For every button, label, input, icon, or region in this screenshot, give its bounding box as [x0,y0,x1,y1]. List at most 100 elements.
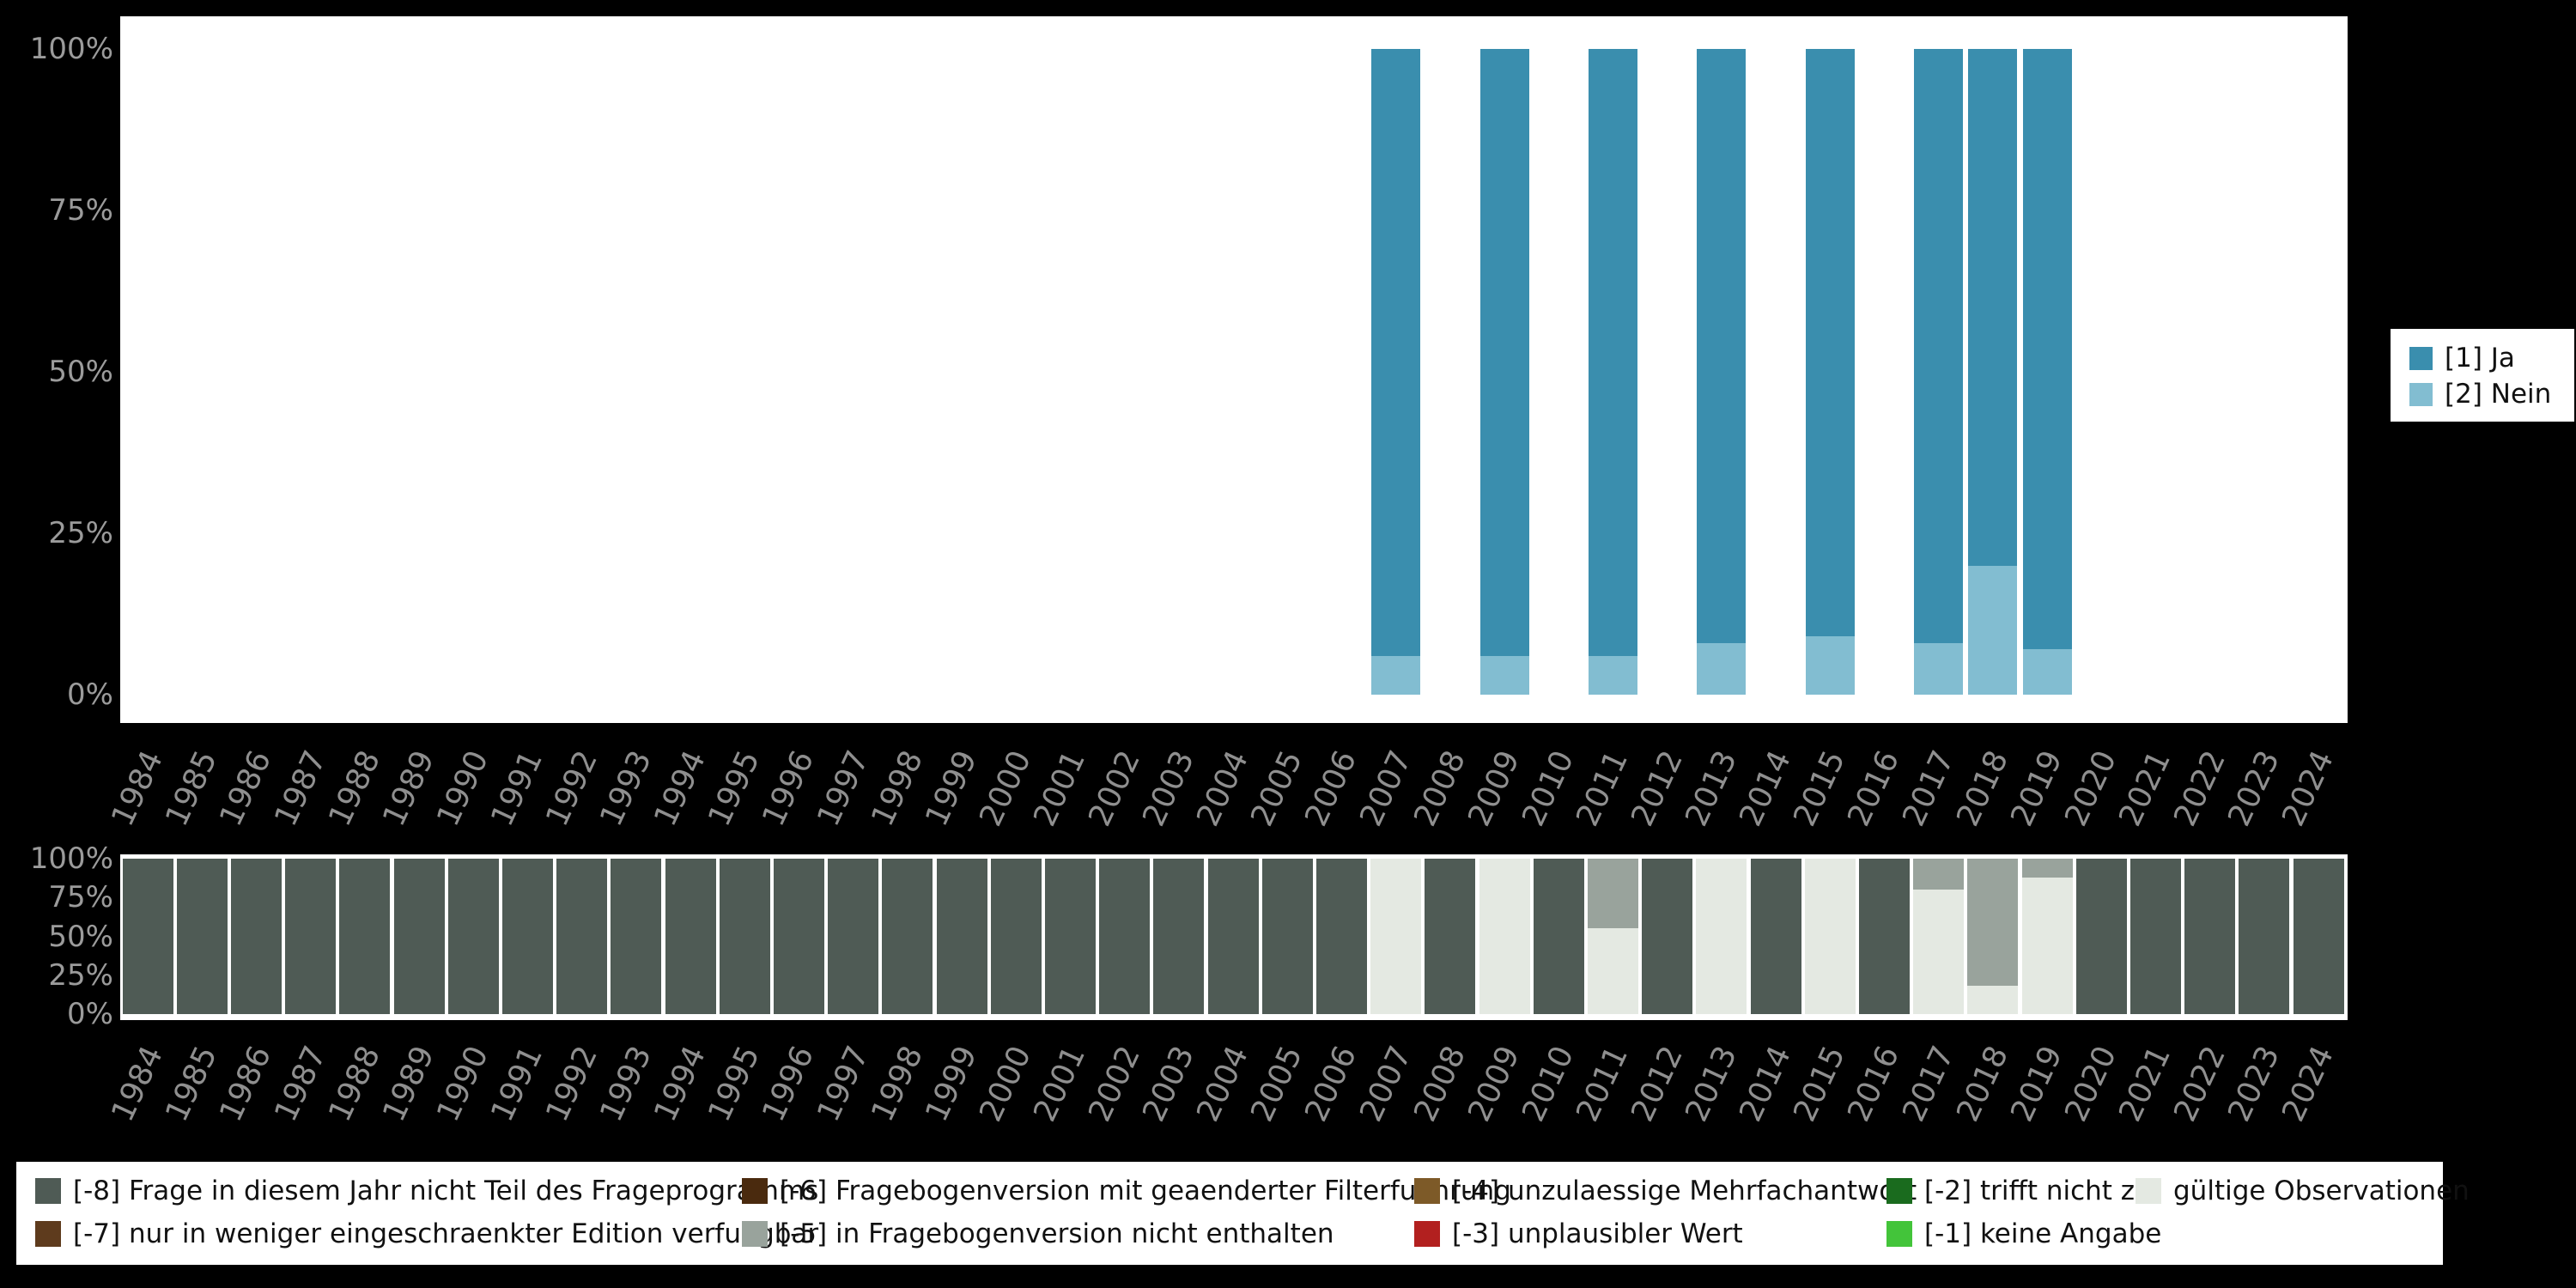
x-axis-year-label: 1991 [484,745,550,832]
bar-segment-2007-nein [1371,655,1421,695]
bar-segment-2017-m5 [1913,859,1965,890]
x-axis-year-label: 2021 [2112,745,2178,832]
x-axis-year-label: 2016 [1841,1041,1907,1127]
legend-label: gültige Observationen [2173,1176,2470,1206]
x-axis-year-label: 1987 [267,745,333,832]
x-axis-year-label: 1986 [213,745,279,832]
bar-segment-2017-nein [1914,642,1964,695]
bar-segment-1999-m8 [936,859,987,1014]
y-axis-tick-label: 100% [29,841,113,876]
bar-segment-2011-valid [1587,928,1638,1014]
legend-label: [-8] Frage in diesem Jahr nicht Teil des… [73,1176,819,1206]
x-axis-year-label: 1993 [593,1041,659,1127]
bar-segment-1993-m8 [611,859,662,1014]
bar-segment-2011-m5 [1587,859,1638,929]
bar-segment-2009-valid [1479,859,1530,1014]
x-axis-year-label: 1985 [159,745,225,832]
bar-segment-2019-nein [2022,649,2072,695]
missing-legend-item: [-5] in Fragebogenversion nicht enthalte… [742,1218,1334,1249]
bar-segment-2006-m8 [1315,859,1367,1014]
missing-legend-item: gültige Observationen [2136,1176,2470,1206]
y-axis-tick-label: 50% [48,919,113,954]
legend-swatch-icon [2409,382,2433,406]
x-axis-year-label: 1990 [430,745,496,832]
missing-legend-item: [-6] Fragebogenversion mit geaenderter F… [742,1176,1511,1206]
y-axis-tick-label: 50% [48,355,113,389]
bar-segment-2011-ja [1588,49,1637,656]
x-axis-year-label: 1996 [756,745,822,832]
bar-segment-1995-m8 [719,859,770,1014]
bar-segment-2003-m8 [1153,859,1205,1014]
bar-segment-2023-m8 [2239,859,2290,1014]
legend-label: [1] Ja [2445,343,2515,374]
x-axis-year-label: 1992 [538,745,605,832]
missing-legend-item: [-1] keine Angabe [1886,1218,2161,1249]
bar-segment-2019-ja [2022,49,2072,650]
bar-segment-1997-m8 [828,859,879,1014]
legend-swatch-icon [2409,346,2433,370]
bar-segment-2011-nein [1588,655,1637,695]
value-legend: [1] Ja [2] Nein [2391,329,2574,422]
x-axis-year-label: 2008 [1407,745,1473,832]
x-axis-year-label: 2000 [973,745,1039,832]
x-axis-year-label: 1993 [593,745,659,832]
bar-segment-2005-m8 [1261,859,1313,1014]
legend-label: [2] Nein [2445,379,2552,410]
legend-label: [-6] Fragebogenversion mit geaenderter F… [780,1176,1511,1206]
x-axis-year-label: 1989 [376,1041,442,1127]
x-axis-year-label: 2012 [1624,745,1690,832]
x-axis-year-label: 2017 [1895,745,1961,832]
x-axis-year-label: 1990 [430,1041,496,1127]
bar-segment-2020-m8 [2075,859,2127,1014]
bar-segment-2018-ja [1968,49,2018,566]
x-axis-year-label: 2021 [2112,1041,2178,1127]
bar-segment-1989-m8 [393,859,445,1014]
x-axis-year-label: 1988 [322,1041,387,1127]
x-axis-year-label: 2007 [1352,1041,1419,1127]
bar-segment-2022-m8 [2184,859,2236,1014]
bar-segment-2017-valid [1913,890,1965,1014]
x-axis-year-label: 2019 [2004,745,2070,832]
bar-segment-1985-m8 [176,859,228,1014]
x-axis-year-label: 2013 [1679,745,1744,832]
x-axis-year-label: 1984 [105,1041,171,1127]
bar-segment-2016-m8 [1858,859,1910,1014]
bar-segment-2018-m5 [1967,859,2019,987]
bar-segment-1986-m8 [230,859,282,1014]
x-axis-year-label: 1986 [213,1041,279,1127]
legend-swatch-icon [1414,1221,1440,1247]
value-legend-item: [2] Nein [2409,379,2551,410]
legend-label: [-5] in Fragebogenversion nicht enthalte… [780,1218,1334,1249]
x-axis-year-label: 1995 [702,745,768,832]
bar-segment-2024-m8 [2293,859,2344,1014]
legend-label: [-1] keine Angabe [1924,1218,2162,1249]
bar-segment-2019-m5 [2021,859,2073,878]
x-axis-year-label: 1992 [538,1041,605,1127]
x-axis-year-label: 2012 [1624,1041,1690,1127]
legend-swatch-icon [742,1221,768,1247]
x-axis-year-label: 2001 [1027,1041,1093,1127]
x-axis-year-label: 2008 [1407,1041,1473,1127]
bar-segment-2009-ja [1479,49,1529,656]
x-axis-year-label: 2014 [1733,745,1799,832]
bar-segment-2014-m8 [1750,859,1801,1014]
response-distribution-chart-panel [120,16,2348,723]
x-axis-year-label: 1997 [810,1041,876,1127]
bar-segment-1996-m8 [773,859,824,1014]
bar-segment-1998-m8 [882,859,933,1014]
bar-segment-1988-m8 [339,859,391,1014]
x-axis-year-label: 2016 [1841,745,1907,832]
x-axis-year-label: 2004 [1190,745,1256,832]
bar-segment-2000-m8 [990,859,1042,1014]
x-axis-year-label: 2024 [2275,1041,2342,1127]
x-axis-year-label: 2010 [1516,745,1582,832]
x-axis-year-label: 2009 [1461,1041,1528,1127]
legend-label: [-7] nur in weniger eingeschraenkter Edi… [73,1218,819,1249]
x-axis-year-label: 1985 [159,1041,225,1127]
legend-swatch-icon [2136,1178,2161,1204]
x-axis-year-label: 2024 [2275,745,2342,832]
bar-segment-2012-m8 [1642,859,1693,1014]
missing-legend-item: [-4] unzulaessige Mehrfachantwort [1414,1176,1917,1206]
legend-label: [-4] unzulaessige Mehrfachantwort [1452,1176,1917,1206]
missing-values-chart-panel [120,854,2348,1020]
